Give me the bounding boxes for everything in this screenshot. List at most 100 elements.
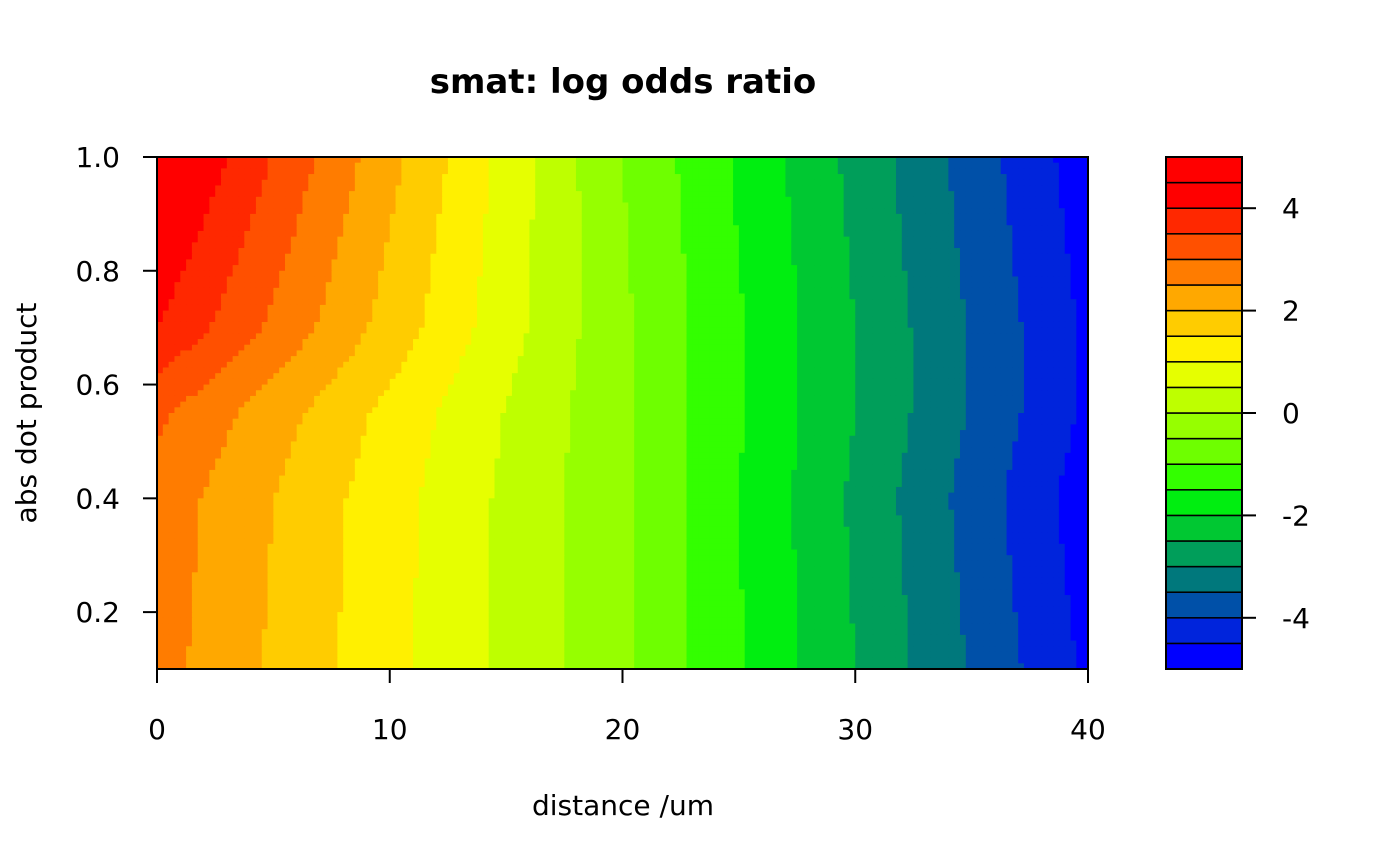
contour-cell (639, 276, 647, 283)
contour-cell (261, 287, 269, 295)
contour-cell (680, 248, 688, 255)
contour-cell (238, 327, 245, 334)
contour-cell (826, 265, 833, 272)
contour-cell (733, 270, 740, 278)
contour-cell (407, 185, 414, 192)
contour-cell (570, 293, 577, 300)
contour-cell (232, 242, 240, 249)
contour-cell (593, 299, 600, 306)
contour-cell (692, 259, 699, 266)
contour-cell (1082, 293, 1089, 300)
contour-cell (872, 174, 880, 181)
contour-cell (663, 236, 670, 243)
contour-cell (506, 310, 513, 317)
contour-cell (593, 168, 600, 175)
contour-cell (948, 287, 955, 295)
contour-cell (814, 327, 821, 334)
contour-cell (907, 179, 915, 187)
contour-cell (1082, 299, 1089, 306)
contour-cell (395, 276, 402, 283)
contour-cell (994, 299, 1002, 306)
contour-cell (1082, 174, 1089, 181)
contour-cell (610, 236, 618, 243)
contour-cell (977, 259, 984, 266)
contour-cell (360, 282, 368, 289)
contour-cell (837, 236, 845, 243)
contour-cell (773, 327, 781, 334)
contour-cell (884, 168, 891, 175)
contour-cell (354, 168, 362, 175)
contour-cell (471, 321, 478, 329)
contour-cell (901, 321, 909, 329)
contour-cell (331, 304, 338, 312)
contour-cell (942, 270, 949, 278)
contour-cell (750, 270, 757, 278)
contour-cell (616, 179, 624, 187)
contour-cell (459, 282, 466, 289)
contour-cell (389, 219, 397, 226)
contour-cell (500, 157, 507, 164)
contour-cell (954, 270, 961, 278)
contour-cell (564, 225, 571, 232)
contour-cell (861, 196, 868, 204)
contour-cell (954, 293, 961, 300)
contour-cell (767, 230, 775, 238)
contour-cell (878, 191, 885, 198)
contour-cell (296, 304, 304, 312)
contour-cell (325, 179, 333, 187)
contour-cell (378, 282, 385, 289)
contour-cell (989, 230, 996, 238)
contour-cell (948, 174, 955, 181)
contour-cell (221, 162, 228, 169)
contour-cell (895, 316, 903, 323)
contour-cell (826, 259, 833, 266)
contour-cell (250, 299, 257, 306)
contour-cell (727, 276, 734, 283)
contour-cell (529, 316, 536, 323)
contour-cell (511, 162, 519, 169)
contour-cell (820, 253, 827, 260)
contour-cell (354, 248, 362, 255)
contour-cell (203, 242, 210, 249)
contour-cell (302, 242, 309, 249)
contour-cell (779, 191, 787, 198)
contour-cell (453, 191, 461, 198)
contour-cell (744, 316, 752, 323)
contour-cell (622, 270, 629, 278)
contour-cell (174, 202, 181, 209)
contour-cell (767, 282, 775, 289)
contour-cell (756, 236, 763, 243)
contour-cell (942, 310, 949, 317)
contour-cell (180, 213, 187, 221)
contour-cell (465, 304, 472, 312)
contour-cell (1047, 270, 1054, 278)
contour-cell (721, 219, 728, 226)
contour-cell (383, 287, 391, 295)
contour-cell (762, 162, 769, 169)
contour-cell (814, 310, 821, 317)
contour-cell (319, 304, 327, 312)
contour-cell (174, 174, 181, 181)
contour-cell (302, 310, 309, 317)
contour-cell (1047, 162, 1054, 169)
contour-cell (593, 179, 600, 187)
contour-cell (733, 259, 740, 266)
contour-cell (1053, 310, 1060, 317)
contour-cell (570, 230, 577, 238)
contour-cell (535, 282, 542, 289)
contour-cell (925, 196, 932, 204)
contour-cell (1058, 304, 1066, 312)
contour-cell (826, 304, 833, 312)
contour-cell (255, 225, 263, 232)
contour-cell (680, 225, 688, 232)
contour-cell (366, 230, 373, 238)
contour-cell (366, 213, 373, 221)
contour-cell (511, 213, 519, 221)
contour-cell (959, 162, 967, 169)
contour-cell (756, 168, 763, 175)
contour-cell (954, 185, 961, 192)
contour-cell (872, 162, 880, 169)
contour-cell (1053, 316, 1060, 323)
contour-cell (261, 179, 269, 187)
contour-cell (616, 304, 624, 312)
